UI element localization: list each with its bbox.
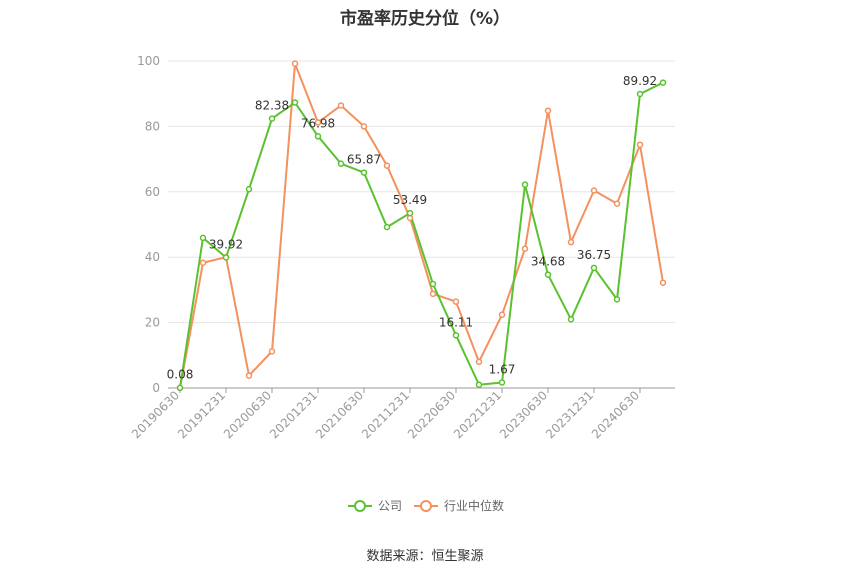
data-label: 76.98 <box>301 116 335 130</box>
y-tick-label: 100 <box>137 54 160 68</box>
data-point-company <box>475 381 483 388</box>
x-tick-label: 20221231 <box>451 388 504 441</box>
data-point-company <box>245 185 253 193</box>
data-point-industry-median <box>291 60 299 67</box>
data-point-company <box>636 90 644 98</box>
data-point-industry-median <box>268 348 276 355</box>
data-point-company <box>291 99 299 106</box>
x-tick-label: 20240630 <box>589 388 642 441</box>
data-point-industry-median <box>521 245 529 252</box>
data-point-industry-median <box>636 141 644 148</box>
data-label: 0.08 <box>167 368 194 382</box>
data-point-company <box>406 209 414 217</box>
x-tick-label: 20190630 <box>129 388 182 441</box>
data-point-industry-median <box>659 279 667 286</box>
y-tick-label: 0 <box>152 381 160 395</box>
data-point-company <box>199 234 207 242</box>
x-tick-label: 20220630 <box>405 388 458 441</box>
data-label: 36.75 <box>577 248 611 262</box>
data-point-industry-median <box>245 372 253 379</box>
data-point-industry-median <box>199 259 207 267</box>
data-point-industry-median <box>475 358 483 366</box>
data-label: 89.92 <box>623 74 657 88</box>
data-point-company <box>314 133 322 140</box>
y-tick-label: 80 <box>145 119 160 133</box>
data-point-company <box>521 181 529 188</box>
chart-title: 市盈率历史分位（%） <box>339 9 511 29</box>
data-point-company <box>176 384 184 391</box>
data-point-industry-median <box>337 102 345 109</box>
data-label: 53.49 <box>393 193 427 207</box>
legend-company: 公司 <box>348 499 402 513</box>
x-tick-label: 20211231 <box>359 388 412 441</box>
legend-label: 行业中位数 <box>444 498 504 513</box>
y-tick-label: 20 <box>145 316 160 330</box>
x-tick-label: 20230630 <box>497 388 550 441</box>
data-label: 1.67 <box>489 363 516 377</box>
data-label: 16.11 <box>439 315 473 329</box>
data-point-industry-median <box>567 238 575 246</box>
data-point-company <box>590 264 598 272</box>
data-point-company <box>659 79 667 86</box>
series-line-company <box>179 81 664 388</box>
data-point-company <box>222 254 230 261</box>
data-point-company <box>452 332 460 339</box>
x-tick-label: 20210630 <box>313 388 366 441</box>
data-point-company <box>383 223 391 231</box>
data-label: 82.38 <box>255 99 289 113</box>
data-point-industry-median <box>314 119 322 126</box>
data-point-company <box>268 115 276 122</box>
legend-swatch-marker <box>420 500 432 512</box>
data-point-industry-median <box>613 200 621 207</box>
data-point-industry-median <box>498 311 506 319</box>
data-point-industry-median <box>544 107 552 114</box>
x-tick-label: 20191231 <box>175 388 228 441</box>
source-note: 数据来源：恒生聚源 <box>366 549 484 564</box>
legend-industry-median: 行业中位数 <box>414 498 504 513</box>
y-tick-label: 40 <box>145 250 160 264</box>
data-point-industry-median <box>383 162 391 169</box>
legend-label: 公司 <box>378 499 402 513</box>
data-point-company <box>567 316 575 323</box>
data-point-company <box>544 271 552 278</box>
data-label: 65.87 <box>347 153 381 167</box>
data-point-company <box>429 280 437 288</box>
data-point-industry-median <box>590 187 598 194</box>
data-point-company <box>360 169 368 176</box>
data-point-company <box>337 160 345 167</box>
data-point-industry-median <box>360 123 368 130</box>
data-point-company <box>613 296 621 303</box>
data-point-industry-median <box>429 290 437 298</box>
x-tick-label: 20200630 <box>221 388 274 441</box>
x-tick-label: 20201231 <box>267 388 320 441</box>
y-tick-label: 60 <box>145 185 160 199</box>
legend-swatch-marker <box>354 500 366 512</box>
data-point-company <box>498 379 506 386</box>
series-line-industry-median <box>179 62 664 389</box>
x-tick-label: 20231231 <box>543 388 596 441</box>
data-label: 39.92 <box>209 237 243 251</box>
data-point-industry-median <box>452 298 460 305</box>
data-label: 34.68 <box>531 255 565 269</box>
